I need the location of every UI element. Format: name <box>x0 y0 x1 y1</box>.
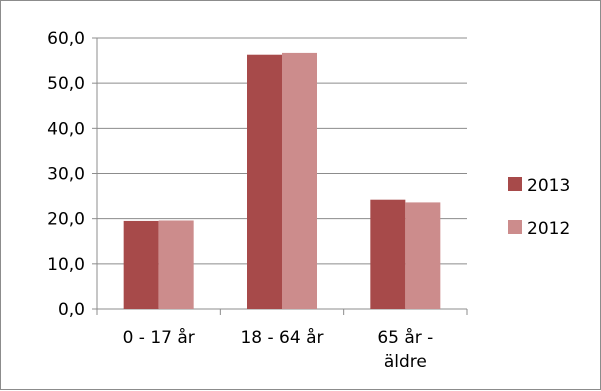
legend-label: 2013 <box>527 176 570 196</box>
y-tick-label: 60,0 <box>47 29 85 49</box>
category-label: 65 år - <box>377 327 433 348</box>
y-tick-label: 20,0 <box>47 210 85 230</box>
y-tick-label: 0,0 <box>58 300 85 320</box>
bar-2013-0 <box>123 220 159 309</box>
bars <box>123 52 441 309</box>
category-label: 18 - 64 år <box>240 327 323 348</box>
bar-2012-2 <box>405 202 441 309</box>
bar-2012-0 <box>158 220 194 309</box>
y-tick-labels: 0,0 10,0 20,0 30,0 40,0 50,0 60,0 <box>47 29 85 320</box>
y-tick-label: 50,0 <box>47 74 85 94</box>
category-label: 0 - 17 år <box>123 327 195 348</box>
bar-2012-1 <box>282 52 317 309</box>
y-tick-label: 10,0 <box>47 255 85 275</box>
legend-swatch-2013 <box>508 177 522 191</box>
y-tick-label: 40,0 <box>47 119 85 139</box>
y-tick-label: 30,0 <box>47 165 85 185</box>
legend-label: 2012 <box>527 219 570 239</box>
bar-2013-1 <box>247 54 282 309</box>
legend: 2013 2012 <box>508 176 570 239</box>
bar-2013-2 <box>370 199 406 309</box>
category-labels: 0 - 17 år 18 - 64 år 65 år - äldre <box>123 327 434 372</box>
legend-swatch-2012 <box>508 220 522 234</box>
category-label: äldre <box>384 352 427 372</box>
